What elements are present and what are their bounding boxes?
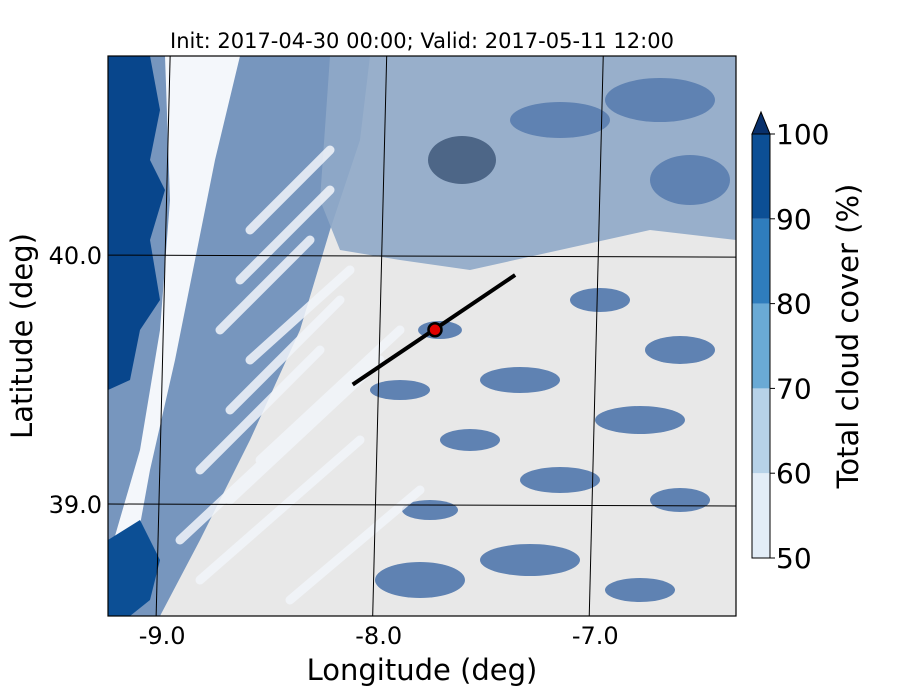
colorbar-segment (752, 473, 770, 558)
colorbar-segment (752, 134, 770, 219)
ocean-high-cloud (108, 56, 165, 390)
colorbar-tick-label: 60 (776, 457, 812, 490)
x-axis-ticks: -9.0 -8.0 -7.0 (139, 622, 619, 650)
colorbar-segment (752, 303, 770, 389)
cloud-streaks (175, 145, 425, 605)
x-tick-label: -9.0 (139, 622, 186, 650)
dense-cloud-core (428, 136, 496, 184)
chart-title: Init: 2017-04-30 00:00; Valid: 2017-05-1… (170, 29, 674, 53)
colorbar-tick-label: 100 (776, 118, 829, 151)
ocean-high-cloud-south (108, 520, 160, 616)
y-tick-label: 39.0 (49, 491, 102, 519)
colorbar-segment (752, 218, 770, 304)
grid-line-lat-1 (108, 254, 736, 258)
x-tick-label: -8.0 (355, 622, 402, 650)
y-tick-label: 40.0 (49, 242, 102, 270)
colorbar-frame (751, 133, 771, 559)
colorbar-label: Total cloud cover (%) (831, 184, 865, 490)
grid-line-lon-1 (372, 56, 388, 616)
location-marker (427, 322, 443, 338)
x-axis-label: Longitude (deg) (307, 653, 538, 687)
cloud-patches (370, 78, 730, 602)
grid-line-lon-2 (588, 56, 604, 616)
colorbar-extend-arrow (751, 110, 771, 135)
colorbar-tick-label: 70 (776, 372, 812, 405)
colorbar-tick-label: 80 (776, 288, 812, 321)
clear-coastal-strip (108, 56, 240, 616)
map-plot-area (108, 56, 736, 616)
y-axis-ticks: 39.0 40.0 (49, 242, 102, 519)
colorbar-tick-label: 50 (776, 542, 812, 575)
colorbar: 50 60 70 80 90 100 (751, 110, 829, 575)
map-frame (107, 55, 737, 617)
colorbar-segment (752, 388, 770, 474)
x-tick-label: -7.0 (572, 622, 619, 650)
y-axis-label: Latitude (deg) (5, 233, 39, 439)
grid-line-lon-0 (155, 56, 171, 616)
grid-line-lat-0 (108, 503, 736, 507)
map-gridlines (108, 56, 736, 616)
colorbar-tick-label: 90 (776, 203, 812, 236)
